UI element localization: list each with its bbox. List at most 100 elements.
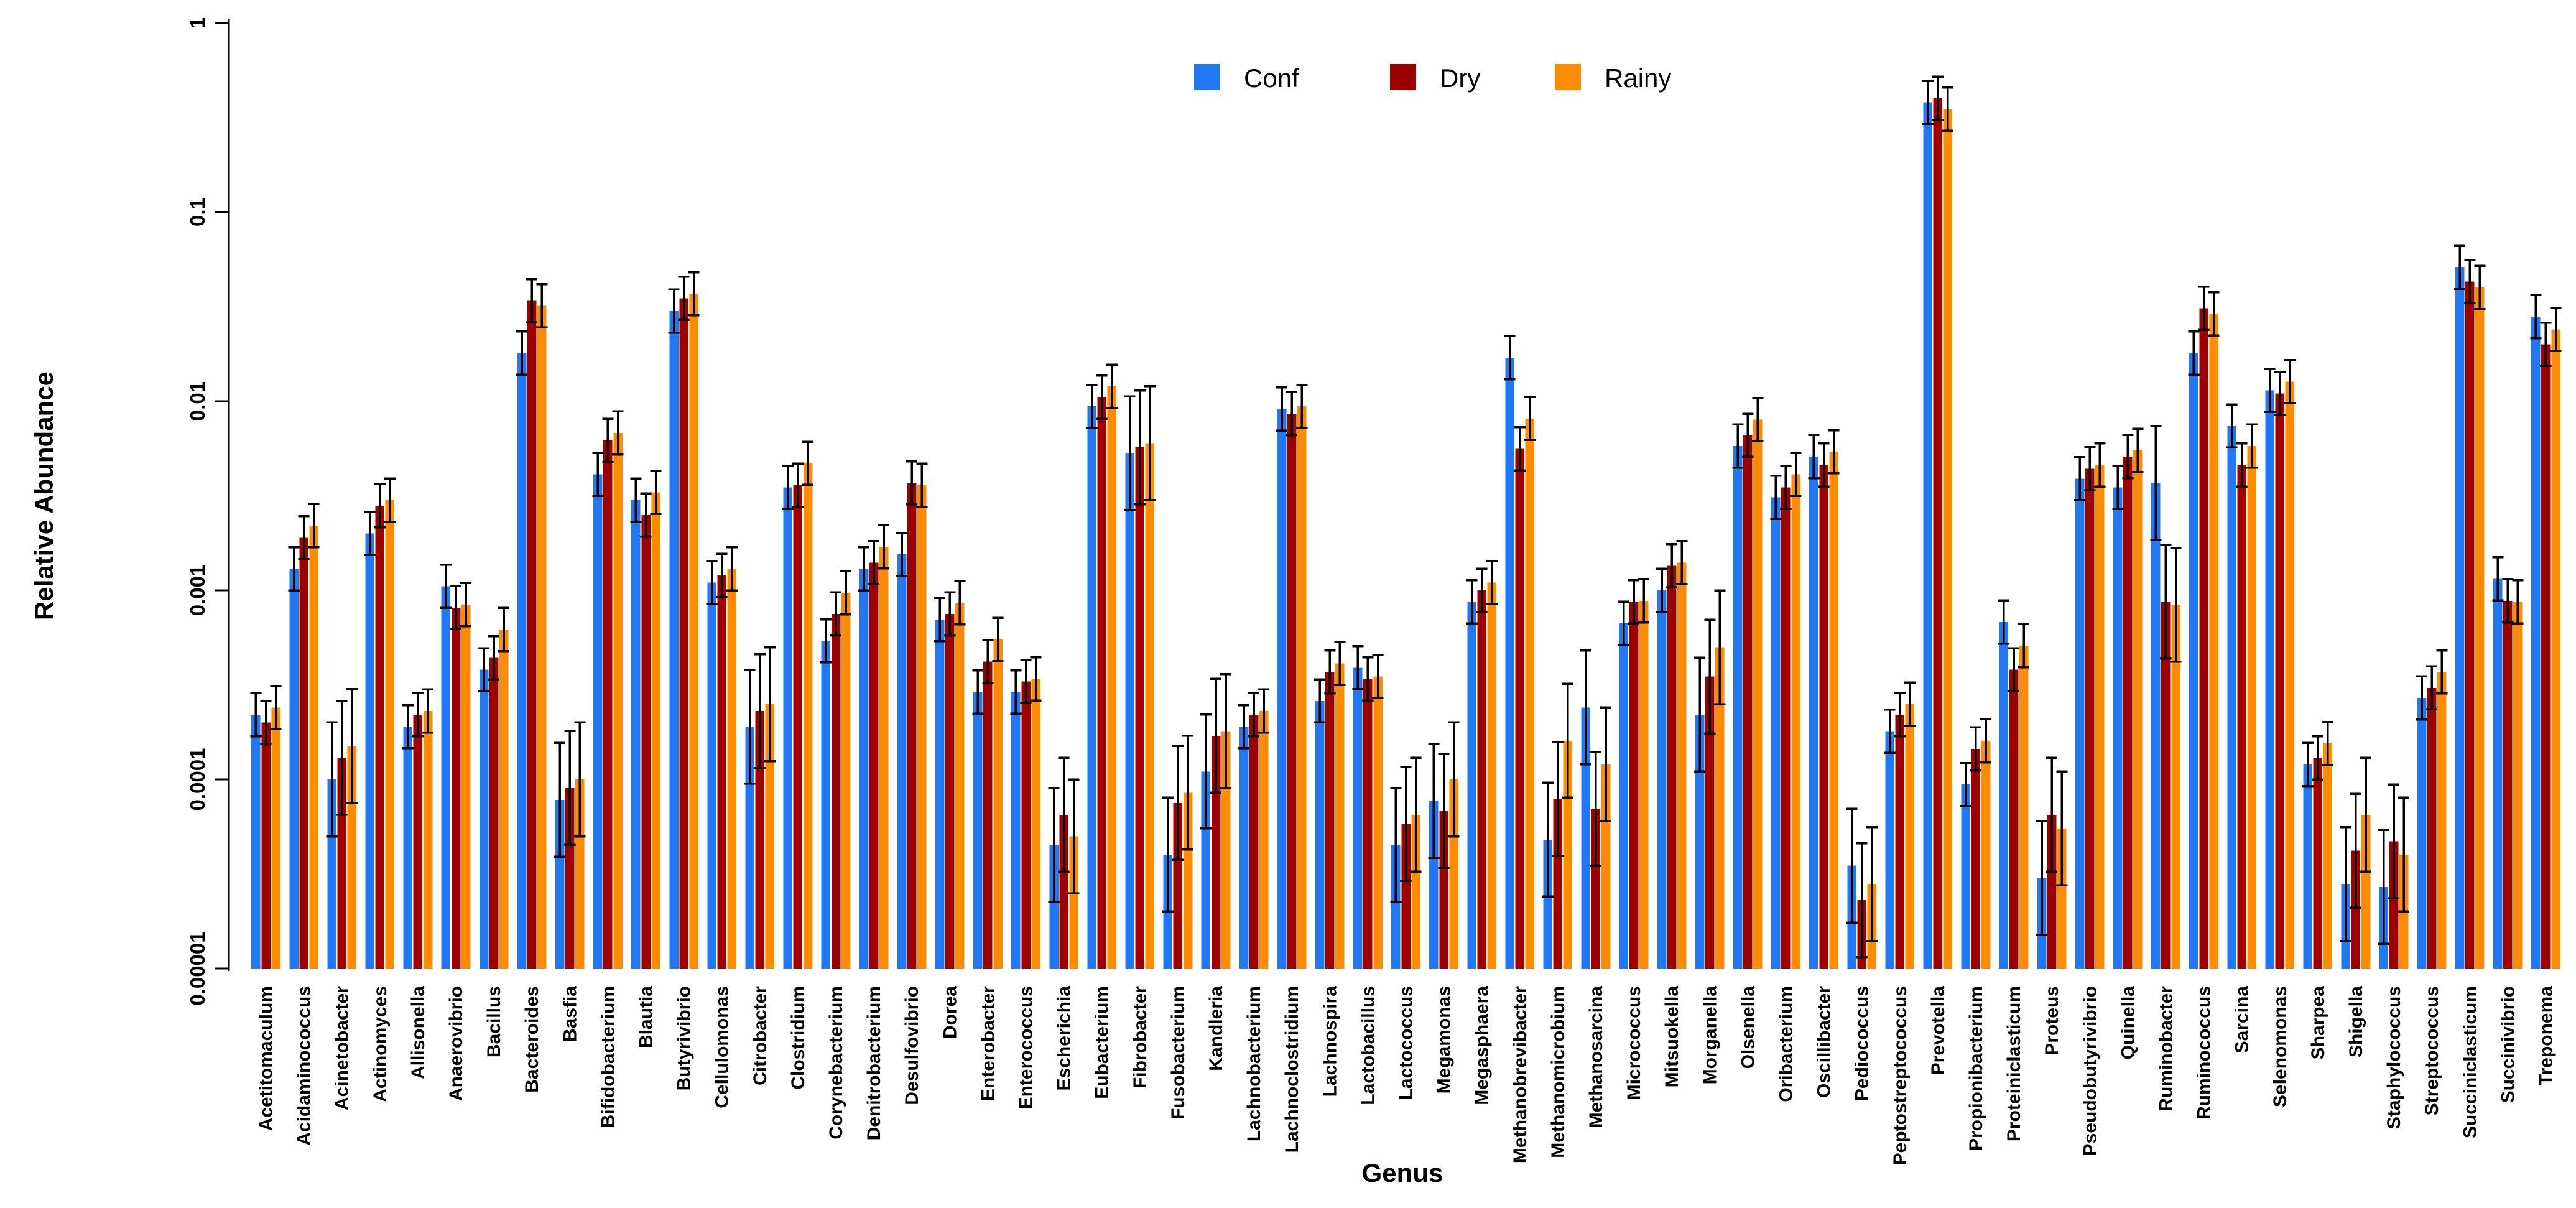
bar-rainy	[1639, 600, 1649, 969]
x-tick-label: Propionibacterium	[1966, 986, 1986, 1151]
bar-conf	[289, 569, 299, 969]
error-bar	[2084, 446, 2096, 491]
error-bar	[374, 483, 386, 529]
bar-group-Methanobrevibacter	[1505, 357, 1535, 969]
error-bar	[1296, 383, 1308, 429]
error-bar	[2492, 556, 2504, 602]
error-bar	[460, 582, 472, 628]
bar-dry	[1249, 714, 1259, 969]
error-bar	[2302, 741, 2314, 788]
error-bar	[1276, 386, 1288, 432]
bar-dry	[489, 657, 499, 969]
x-tick-label: Methanosarcina	[1586, 986, 1606, 1128]
bar-dry	[717, 575, 726, 969]
bar-group-Staphylococcus	[2379, 841, 2409, 969]
error-bar	[896, 531, 908, 577]
bar-group-Eubacterium	[1087, 386, 1117, 969]
error-bar	[2046, 756, 2058, 873]
error-bar	[668, 288, 680, 334]
error-bar	[1058, 756, 1070, 873]
bar-group-Corynebacterium	[821, 593, 851, 969]
error-bar	[1552, 740, 1564, 857]
bar-rainy	[2475, 287, 2485, 969]
bar-dry	[2389, 841, 2399, 969]
error-bar	[1010, 669, 1022, 715]
bar-rainy	[1373, 676, 1383, 969]
bar-dry	[1743, 435, 1753, 969]
bar-dry	[1705, 676, 1715, 969]
error-bar	[878, 524, 890, 570]
x-tick-label: Denitrobacterium	[864, 986, 884, 1140]
bar-group-Enterobacter	[973, 639, 1003, 969]
error-bar	[2074, 455, 2086, 501]
error-bar	[1210, 677, 1222, 794]
error-bar	[1752, 397, 1764, 442]
error-bar	[1106, 363, 1118, 409]
x-tick-label: Staphylococcus	[2384, 986, 2404, 1129]
bar-conf	[2303, 764, 2312, 969]
bar-group-Oribacterium	[1771, 474, 1800, 969]
bar-rainy	[1525, 418, 1535, 969]
bar-group-Succinivibrio	[2493, 578, 2523, 969]
error-bar	[602, 417, 614, 463]
bar-conf	[479, 669, 489, 969]
bar-group-Sarcina	[2227, 425, 2256, 969]
error-bar	[1828, 429, 1840, 475]
y-tick-label: 0.00001	[186, 931, 209, 1005]
bar-rainy	[2513, 602, 2523, 969]
error-bar	[2112, 465, 2124, 510]
bar-conf	[2189, 353, 2198, 969]
bar-group-Streptococcus	[2417, 672, 2447, 969]
error-bar	[612, 410, 624, 456]
bar-conf	[1125, 453, 1134, 969]
bar-dry	[1401, 824, 1411, 969]
error-bar	[2198, 286, 2210, 332]
error-bar	[450, 585, 462, 631]
error-bar	[364, 511, 376, 556]
bar-rainy	[2323, 743, 2333, 969]
error-bar	[1904, 681, 1916, 727]
error-bar	[1448, 721, 1460, 838]
bar-rainy	[461, 605, 471, 969]
bar-group-Escherichia	[1049, 814, 1078, 969]
bar-dry	[2009, 669, 2019, 969]
error-bar	[2246, 423, 2258, 469]
error-bar	[650, 469, 662, 515]
bar-dry	[1553, 799, 1563, 969]
x-tick-label: Sarcina	[2232, 986, 2253, 1054]
bar-dry	[1135, 447, 1145, 969]
error-bar	[2426, 665, 2438, 711]
y-tick-label: 0.001	[186, 565, 209, 616]
bar-group-Acetitomaculum	[251, 707, 280, 969]
bar-rainy	[1943, 109, 1953, 969]
x-tick-label: Actinomyces	[370, 986, 391, 1102]
bar-conf	[935, 620, 945, 969]
bar-group-Selenomonas	[2265, 381, 2295, 969]
bar-dry	[945, 614, 955, 969]
bar-conf	[1543, 839, 1552, 969]
x-tick-label: Bifidobacterium	[598, 986, 618, 1128]
bar-dry	[2237, 465, 2246, 969]
error-bar	[2122, 434, 2134, 480]
bar-group-Lactococcus	[1391, 814, 1420, 969]
bar-dry	[527, 300, 537, 969]
error-bar	[536, 283, 548, 328]
error-bar	[1134, 389, 1146, 506]
error-bars-layer	[250, 75, 2562, 959]
error-bar	[1020, 658, 1032, 704]
bar-dry	[1895, 714, 1904, 969]
x-tick-label: Blautia	[636, 986, 657, 1048]
error-bar	[1998, 599, 2009, 645]
error-bar	[1352, 644, 1364, 690]
bar-dry	[2465, 281, 2475, 969]
bar-dry	[2503, 600, 2513, 969]
error-bar	[1808, 434, 1820, 480]
bar-dry	[1933, 98, 1943, 969]
bar-rainy	[1221, 731, 1231, 969]
error-bar	[954, 580, 966, 626]
bar-group-Quinella	[2113, 450, 2143, 969]
bar-dry	[2085, 468, 2095, 969]
bar-rainy	[2209, 314, 2218, 969]
error-bar	[308, 503, 320, 549]
bar-group-Bacillus	[479, 630, 509, 969]
